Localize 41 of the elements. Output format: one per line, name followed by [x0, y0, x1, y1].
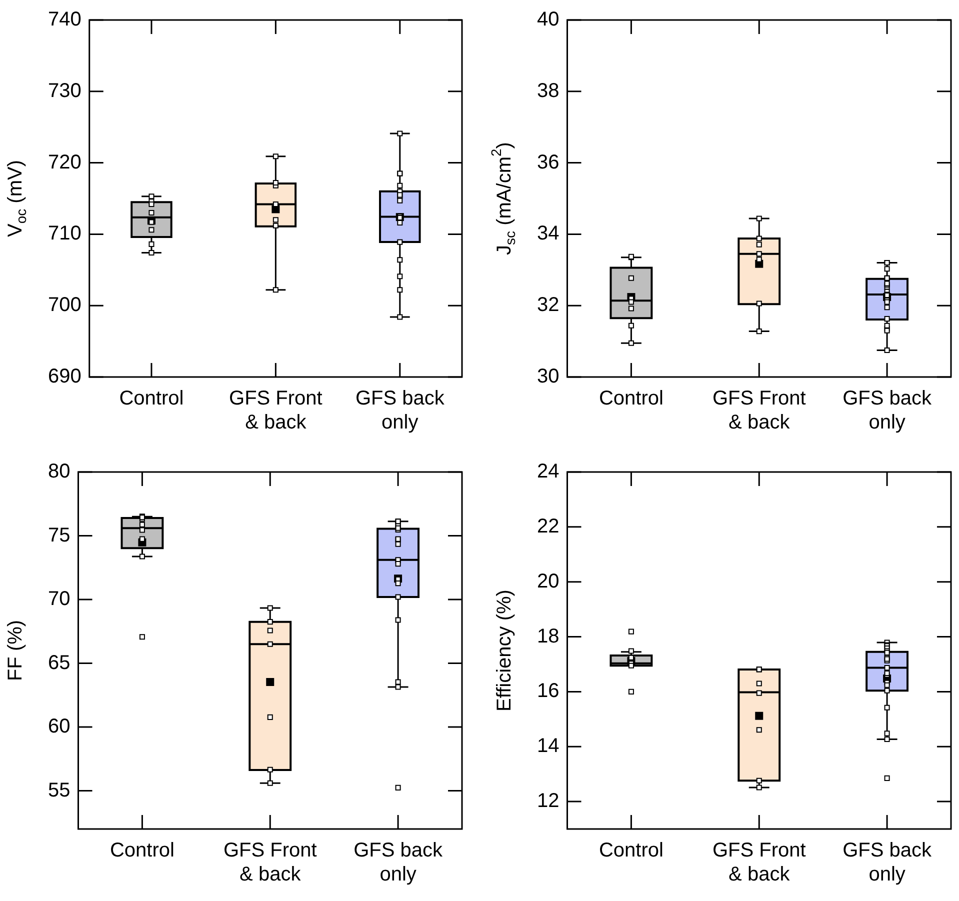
y-tick-label: 60 — [48, 716, 70, 738]
x-tick-label: GFS back only — [355, 388, 446, 434]
y-tick-label: 14 — [536, 735, 560, 758]
y-tick-label: 730 — [48, 80, 82, 102]
y-tick-label: 720 — [48, 151, 82, 174]
y-tick-label: 38 — [536, 80, 560, 102]
y-tick-label: 16 — [536, 680, 560, 702]
y-tick-label: 700 — [48, 294, 82, 316]
x-tick-label: GFS Front & back — [712, 840, 806, 886]
x-tick-label: GFS Front & back — [712, 388, 806, 434]
x-tick-label: Control — [110, 840, 174, 862]
y-tick-label: 22 — [536, 515, 560, 538]
y-axis-title: Efficiency (%) — [494, 590, 516, 712]
x-tick-label: GFS back only — [354, 840, 444, 886]
y-tick-label: 20 — [536, 570, 560, 592]
y-tick-label: 740 — [48, 8, 82, 31]
y-tick-label: 36 — [536, 151, 560, 174]
y-tick-label: 40 — [536, 8, 560, 31]
x-tick-label: Control — [119, 388, 184, 410]
x-tick-label: GFS Front & back — [223, 840, 318, 886]
y-tick-label: 75 — [48, 524, 70, 546]
y-tick-label: 30 — [536, 366, 560, 388]
y-tick-label: 12 — [536, 790, 560, 812]
x-tick-label: GFS back only — [842, 840, 932, 886]
x-tick-label: Control — [598, 840, 664, 862]
x-tick-label: Control — [598, 388, 664, 410]
y-tick-label: 690 — [48, 366, 82, 388]
y-tick-label: 80 — [48, 460, 70, 483]
y-tick-label: 18 — [536, 625, 560, 648]
y-tick-label: 70 — [48, 588, 70, 610]
y-axis-title: Voc (mV) — [4, 160, 29, 237]
x-tick-label: GFS back only — [842, 388, 932, 434]
y-axis-title: Jsc (mA/cm2) — [488, 142, 518, 255]
y-tick-label: 34 — [536, 222, 560, 245]
y-tick-label: 24 — [536, 460, 560, 483]
y-tick-label: 710 — [48, 222, 82, 245]
y-axis-title: FF (%) — [4, 620, 27, 682]
y-tick-label: 32 — [536, 294, 560, 316]
y-tick-label: 65 — [48, 652, 70, 674]
x-tick-label: GFS Front & back — [229, 388, 323, 434]
y-tick-label: 55 — [48, 779, 70, 802]
